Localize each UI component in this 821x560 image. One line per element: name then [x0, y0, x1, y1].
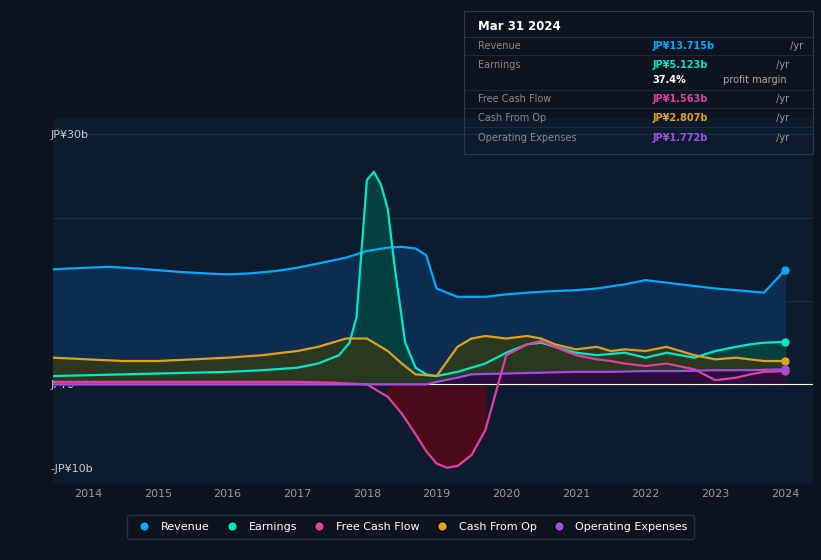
- Text: JP¥2.807b: JP¥2.807b: [653, 113, 708, 123]
- Text: JP¥13.715b: JP¥13.715b: [653, 41, 714, 51]
- Text: Earnings: Earnings: [478, 60, 521, 70]
- Text: /yr: /yr: [773, 113, 790, 123]
- Legend: Revenue, Earnings, Free Cash Flow, Cash From Op, Operating Expenses: Revenue, Earnings, Free Cash Flow, Cash …: [126, 515, 695, 539]
- Text: /yr: /yr: [773, 60, 790, 70]
- Text: JP¥5.123b: JP¥5.123b: [653, 60, 708, 70]
- Text: /yr: /yr: [787, 41, 803, 51]
- Text: JP¥1.772b: JP¥1.772b: [653, 133, 708, 143]
- Text: Revenue: Revenue: [478, 41, 521, 51]
- Text: Free Cash Flow: Free Cash Flow: [478, 94, 551, 104]
- Text: Cash From Op: Cash From Op: [478, 113, 546, 123]
- Text: JP¥1.563b: JP¥1.563b: [653, 94, 708, 104]
- Text: /yr: /yr: [773, 94, 790, 104]
- Text: profit margin: profit margin: [720, 76, 787, 86]
- Text: 37.4%: 37.4%: [653, 76, 686, 86]
- Text: Mar 31 2024: Mar 31 2024: [478, 20, 561, 33]
- Text: Operating Expenses: Operating Expenses: [478, 133, 576, 143]
- Text: /yr: /yr: [773, 133, 790, 143]
